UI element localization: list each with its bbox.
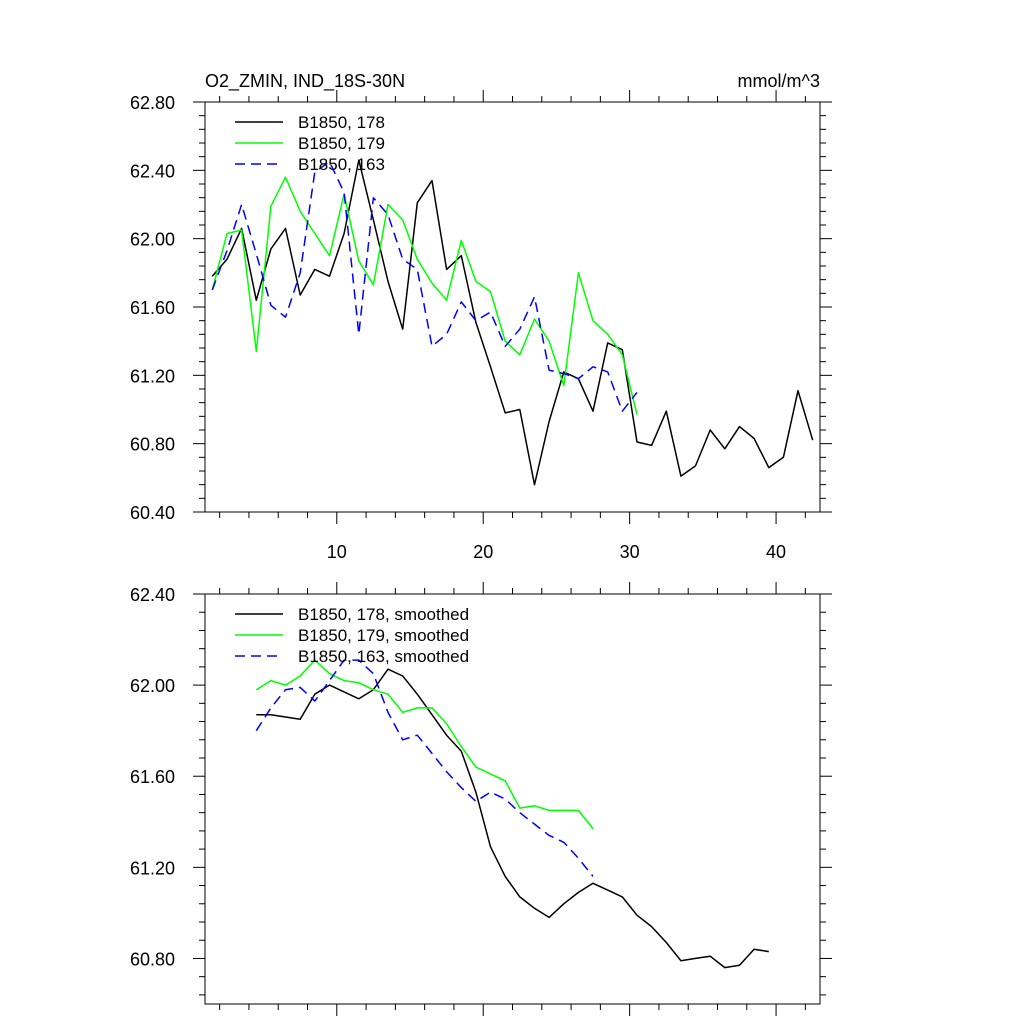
y-tick-label: 61.20 <box>130 858 175 878</box>
x-tick-label: 40 <box>766 542 786 562</box>
bottom-panel: 60.80 61.20 61.60 62.00 62.40 B1850, 178, sm… <box>130 582 832 1016</box>
x-tick-label: 20 <box>473 542 493 562</box>
legend-label: B1850, 179, smoothed <box>298 626 469 645</box>
y-tick-label: 62.40 <box>130 161 175 181</box>
legend-label: B1850, 163 <box>298 155 385 174</box>
x-tick-label: 10 <box>327 542 347 562</box>
ticks-group: 60.40 60.80 61.20 61.60 62.00 62.40 62.80 10 20 3… <box>130 90 832 562</box>
series-line-b1850-163 <box>211 161 638 412</box>
y-tick-label: 61.60 <box>130 767 175 787</box>
series-group <box>211 159 814 486</box>
series-line-b1850-178-smoothed <box>256 668 769 969</box>
y-tick-label: 60.80 <box>130 949 175 969</box>
legend: B1850, 178 B1850, 179 B1850, 163 <box>235 113 385 174</box>
series-group <box>255 659 769 969</box>
legend-label: B1850, 178 <box>298 113 385 132</box>
ticks-group: 60.80 61.20 61.60 62.00 62.40 <box>130 582 832 1016</box>
series-line-b1850-179-smoothed <box>255 659 594 830</box>
y-tick-label: 61.60 <box>130 298 175 318</box>
y-tick-label: 60.80 <box>130 435 175 455</box>
chart-units: mmol/m^3 <box>738 71 820 91</box>
legend-label: B1850, 178, smoothed <box>298 605 469 624</box>
legend-label: B1850, 179 <box>298 134 385 153</box>
y-tick-label: 62.40 <box>130 585 175 605</box>
y-tick-label: 62.80 <box>130 93 175 113</box>
series-line-b1850-178 <box>211 159 814 486</box>
legend: B1850, 178, smoothed B1850, 179, smoothed… <box>235 605 469 666</box>
y-tick-label: 61.20 <box>130 366 175 386</box>
chart-title: O2_ZMIN, IND_18S-30N <box>205 71 405 92</box>
series-line-b1850-179 <box>211 176 638 415</box>
y-tick-label: 62.00 <box>130 230 175 250</box>
y-tick-label: 60.40 <box>130 503 175 523</box>
x-tick-label: 30 <box>620 542 640 562</box>
legend-label: B1850, 163, smoothed <box>298 647 469 666</box>
y-tick-label: 62.00 <box>130 676 175 696</box>
top-panel: O2_ZMIN, IND_18S-30N mmol/m^3 60.40 60.80… <box>130 71 832 562</box>
series-line-b1850-163-smoothed <box>255 659 594 877</box>
